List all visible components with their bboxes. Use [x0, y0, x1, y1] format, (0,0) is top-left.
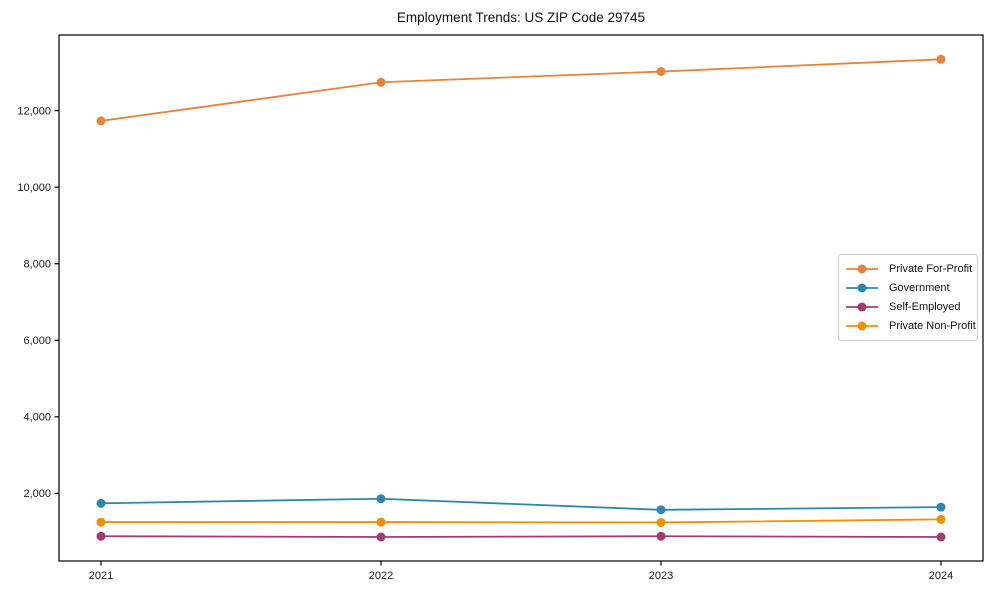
legend-dot — [857, 321, 867, 331]
legend-label: Private For-Profit — [889, 263, 973, 276]
data-point-marker — [936, 502, 946, 512]
series-line — [100, 535, 942, 538]
y-axis-tick-label: 8,000 — [23, 259, 51, 271]
plot-frame — [58, 34, 984, 562]
data-point-marker — [96, 116, 106, 126]
legend-label: Government — [889, 282, 950, 295]
data-point-marker — [96, 498, 106, 508]
data-point-marker — [656, 531, 666, 541]
legend-dot — [857, 302, 867, 312]
y-axis-tick-label: 2,000 — [23, 488, 51, 500]
data-point-marker — [936, 532, 946, 542]
y-axis-tick-label: 12,000 — [17, 105, 51, 117]
legend-marker-icon — [846, 321, 878, 331]
legend-label: Private Non-Profit — [889, 319, 976, 332]
chart-title: Employment Trends: US ZIP Code 29745 — [396, 10, 646, 25]
x-axis-tick-label: 2022 — [369, 570, 393, 582]
data-point-marker — [376, 517, 386, 527]
legend-item: Private Non-Profit — [844, 316, 976, 335]
x-axis-tick-label: 2024 — [929, 570, 953, 582]
legend-label: Self-Employed — [889, 300, 961, 313]
legend-marker-icon — [846, 302, 878, 312]
series-line — [100, 497, 942, 511]
data-point-marker — [936, 54, 946, 64]
y-axis-tick-label: 6,000 — [23, 335, 51, 347]
legend-marker-icon — [846, 283, 878, 293]
data-point-marker — [96, 517, 106, 527]
legend-marker-icon — [846, 264, 878, 274]
data-point-marker — [96, 531, 106, 541]
data-point-marker — [656, 517, 666, 527]
legend-item: Self-Employed — [844, 298, 971, 317]
y-axis-tick-label: 10,000 — [17, 182, 51, 194]
legend-dot — [857, 283, 867, 293]
series-line — [101, 518, 942, 524]
data-point-marker — [936, 514, 946, 524]
data-point-marker — [376, 77, 386, 87]
data-point-marker — [656, 67, 666, 77]
legend-item: Government — [844, 279, 971, 298]
x-axis-tick-label: 2021 — [89, 570, 113, 582]
legend: Private For-Profit Government Self-Employe… — [838, 254, 978, 341]
series-line — [100, 58, 942, 122]
legend-item: Private For-Profit — [844, 260, 973, 279]
data-point-marker — [376, 532, 386, 542]
y-axis-tick-label: 4,000 — [23, 412, 51, 424]
x-axis-tick-label: 2023 — [649, 570, 673, 582]
legend-dot — [857, 264, 867, 274]
data-point-marker — [376, 494, 386, 504]
data-point-marker — [656, 505, 666, 515]
